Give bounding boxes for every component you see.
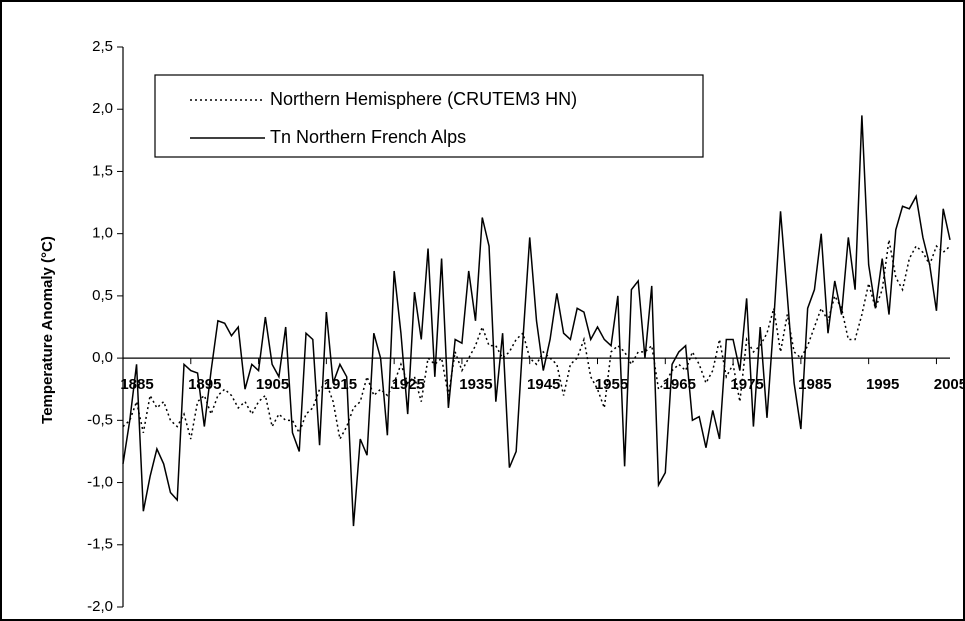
x-tick-label: 1895 bbox=[188, 376, 221, 393]
y-axis-label: Temperature Anomaly (°C) bbox=[39, 236, 56, 424]
x-tick-label: 1935 bbox=[459, 376, 492, 393]
series-line bbox=[122, 115, 951, 527]
x-tick-label: 1915 bbox=[324, 376, 357, 393]
y-tick-label: -2,0 bbox=[87, 598, 113, 615]
x-tick-label: 1945 bbox=[527, 376, 560, 393]
y-tick-label: -0,5 bbox=[87, 411, 113, 428]
y-tick-label: -1,5 bbox=[87, 536, 113, 553]
y-tick-label: 1,5 bbox=[92, 162, 113, 179]
y-tick-label: 2,5 bbox=[92, 38, 113, 55]
legend bbox=[154, 74, 704, 158]
x-tick-label: 1905 bbox=[256, 376, 289, 393]
x-tick-label: 1925 bbox=[391, 376, 424, 393]
y-tick-label: 2,0 bbox=[92, 100, 113, 117]
x-tick-label: 2005 bbox=[934, 376, 965, 393]
y-tick-label: -1,0 bbox=[87, 474, 113, 491]
y-tick-label: 1,0 bbox=[92, 225, 113, 242]
legend-label: Tn Northern French Alps bbox=[270, 127, 466, 147]
series-line bbox=[122, 239, 951, 442]
x-tick-label: 1985 bbox=[798, 376, 831, 393]
y-tick-label: 0,0 bbox=[92, 349, 113, 366]
x-tick-label: 1995 bbox=[866, 376, 899, 393]
x-tick-label: 1955 bbox=[595, 376, 628, 393]
legend-label: Northern Hemisphere (CRUTEM3 HN) bbox=[270, 89, 577, 109]
y-tick-label: 0,5 bbox=[92, 287, 113, 304]
